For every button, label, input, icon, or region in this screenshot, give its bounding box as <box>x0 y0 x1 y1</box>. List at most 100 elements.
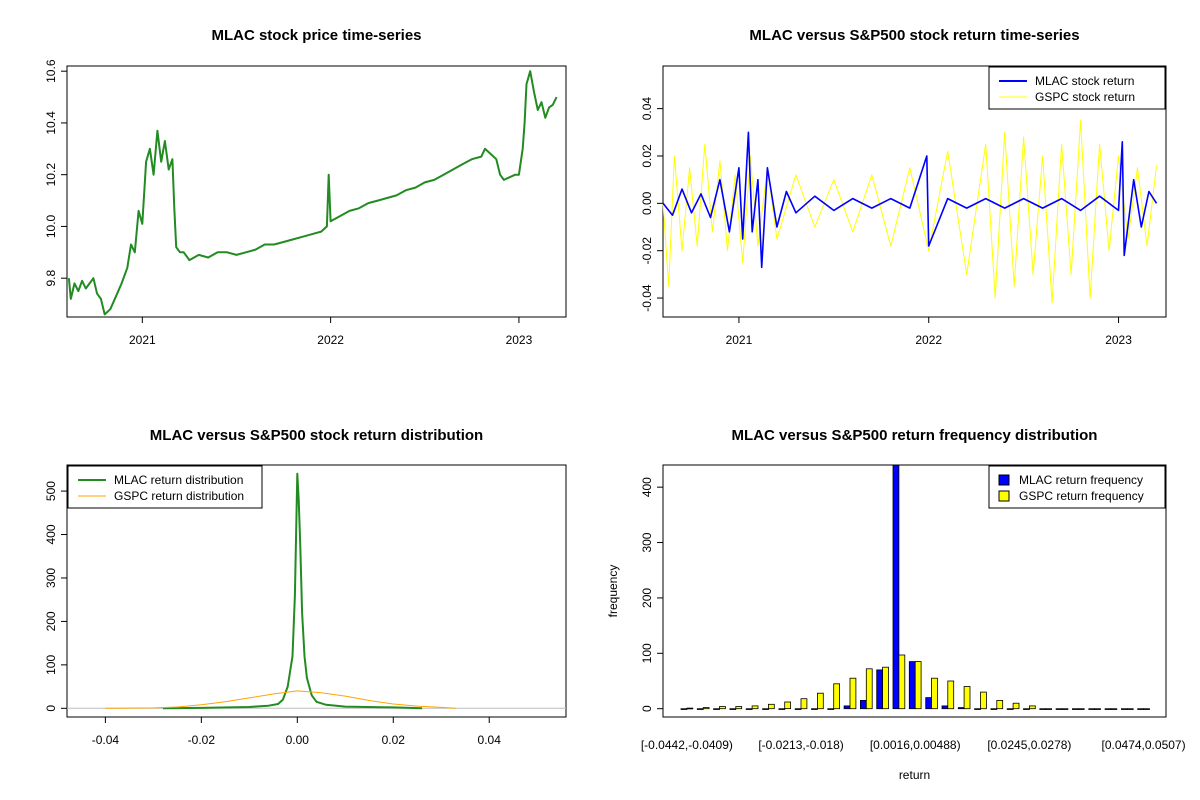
legend-label: GSPC return frequency <box>1019 489 1144 503</box>
bar-gspc <box>996 700 1004 710</box>
legend-box <box>988 465 1166 509</box>
series-line-mlac-return-distribution <box>162 472 423 710</box>
legend-label: GSPC stock return <box>1035 90 1135 104</box>
bar-mlac <box>794 708 802 710</box>
x-tick-label: -0.02 <box>188 733 216 747</box>
bar-gspc <box>963 686 971 710</box>
bar-gspc <box>784 701 792 709</box>
bar-mlac <box>1137 708 1144 710</box>
bar-mlac <box>1055 708 1063 710</box>
chart-density: MLAC versus S&P500 stock return distribu… <box>44 427 567 747</box>
y-tick-label: 9.8 <box>44 270 58 287</box>
bar-mlac <box>778 708 786 710</box>
bar-gspc <box>702 707 710 710</box>
bar-gspc <box>1061 708 1069 710</box>
plot-frame <box>66 65 567 318</box>
plot-frame <box>662 65 1167 318</box>
y-tick-label: 0.02 <box>640 144 654 168</box>
bar-gspc <box>1094 708 1101 710</box>
x-tick-label: [0.0016,0.00488) <box>870 738 961 752</box>
chart-hist: MLAC versus S&P500 return frequency dist… <box>606 427 1186 782</box>
bar-mlac <box>1039 708 1047 710</box>
y-tick-label: 0.00 <box>640 191 654 215</box>
bar-mlac <box>713 708 720 710</box>
legend: MLAC return distribution GSPC return dist… <box>67 465 263 509</box>
x-tick-label: [0.0245,0.0278) <box>987 738 1071 752</box>
y-tick-label: 0 <box>44 705 58 712</box>
y-tick-label: 10.4 <box>44 111 58 135</box>
chart-title: MLAC versus S&P500 stock return time-ser… <box>749 27 1079 44</box>
y-tick-label: 0 <box>640 705 654 712</box>
y-tick-label: 200 <box>640 588 654 608</box>
x-tick-label: 2021 <box>726 333 753 347</box>
series-line-mlac-stock-price <box>67 70 558 316</box>
bar-mlac <box>1023 708 1030 710</box>
x-tick-label: 2021 <box>129 333 156 347</box>
bar-mlac <box>974 708 981 710</box>
y-tick-label: 10.0 <box>44 214 58 238</box>
x-tick-label: 2023 <box>506 333 533 347</box>
series-line-mlac-stock-return <box>662 131 1158 269</box>
bar-gspc <box>751 705 759 710</box>
legend-swatch <box>998 490 1010 502</box>
series-line-gspc-return-distribution <box>105 690 456 709</box>
bar-mlac <box>860 700 867 710</box>
plot-frame <box>662 464 1167 718</box>
y-tick-label: -0.04 <box>640 284 654 312</box>
bar-gspc <box>1012 702 1020 710</box>
y-tick-label: 100 <box>44 655 58 675</box>
bar-mlac <box>1104 708 1112 710</box>
bar-mlac <box>908 661 916 710</box>
bar-mlac <box>827 708 835 710</box>
chart-title: MLAC stock price time-series <box>211 27 421 44</box>
y-tick-label: 100 <box>640 643 654 663</box>
bar-mlac <box>811 708 818 710</box>
bar-mlac <box>729 708 737 710</box>
series-line-gspc-stock-return <box>662 120 1157 304</box>
chart-title: MLAC versus S&P500 stock return distribu… <box>150 427 483 444</box>
bar-gspc <box>882 666 889 710</box>
y-tick-label: 10.2 <box>44 163 58 187</box>
bar-mlac <box>957 707 965 710</box>
legend-label: GSPC return distribution <box>114 489 244 503</box>
legend-box <box>988 66 1166 110</box>
bar-mlac <box>1121 708 1128 710</box>
bar-gspc <box>1029 705 1036 710</box>
chart-price: MLAC stock price time-series 9.8 10.0 10.2 1… <box>44 27 567 347</box>
x-tick-label: 0.04 <box>478 733 502 747</box>
bar-gspc <box>1143 708 1150 710</box>
legend: MLAC return frequency GSPC return frequen… <box>988 465 1166 509</box>
x-tick-label: 2022 <box>915 333 942 347</box>
bar-mlac <box>892 464 900 710</box>
legend-swatch <box>998 474 1010 486</box>
bar-gspc <box>1110 708 1118 710</box>
y-tick-label: 200 <box>44 611 58 631</box>
bar-gspc <box>735 706 743 710</box>
x-tick-label: 0.00 <box>286 733 310 747</box>
chart-returns: MLAC versus S&P500 stock return time-ser… <box>640 27 1167 347</box>
legend: MLAC stock return GSPC stock return <box>988 66 1166 110</box>
y-tick-label: 400 <box>44 524 58 544</box>
x-tick-label: 2023 <box>1105 333 1132 347</box>
bar-gspc <box>980 691 987 710</box>
bar-mlac <box>745 708 753 710</box>
legend-label: MLAC stock return <box>1035 74 1134 88</box>
y-tick-label: 300 <box>640 532 654 552</box>
bar-gspc <box>800 698 808 710</box>
x-tick-label: -0.04 <box>92 733 120 747</box>
x-tick-label: 2022 <box>317 333 344 347</box>
y-tick-label: 400 <box>640 477 654 497</box>
chart-title: MLAC versus S&P500 return frequency dist… <box>732 427 1098 444</box>
bar-gspc <box>914 661 922 710</box>
bar-mlac <box>1072 708 1079 710</box>
bar-mlac <box>876 669 884 710</box>
x-tick-label: [-0.0442,-0.0409) <box>641 738 733 752</box>
bar-gspc <box>931 677 938 710</box>
x-tick-label: 0.02 <box>382 733 406 747</box>
legend-label: MLAC return distribution <box>114 473 243 487</box>
bar-gspc <box>686 707 694 710</box>
bar-mlac <box>843 705 851 710</box>
bar-gspc <box>833 683 841 710</box>
y-tick-label: 300 <box>44 568 58 588</box>
bar-gspc <box>1045 708 1052 710</box>
